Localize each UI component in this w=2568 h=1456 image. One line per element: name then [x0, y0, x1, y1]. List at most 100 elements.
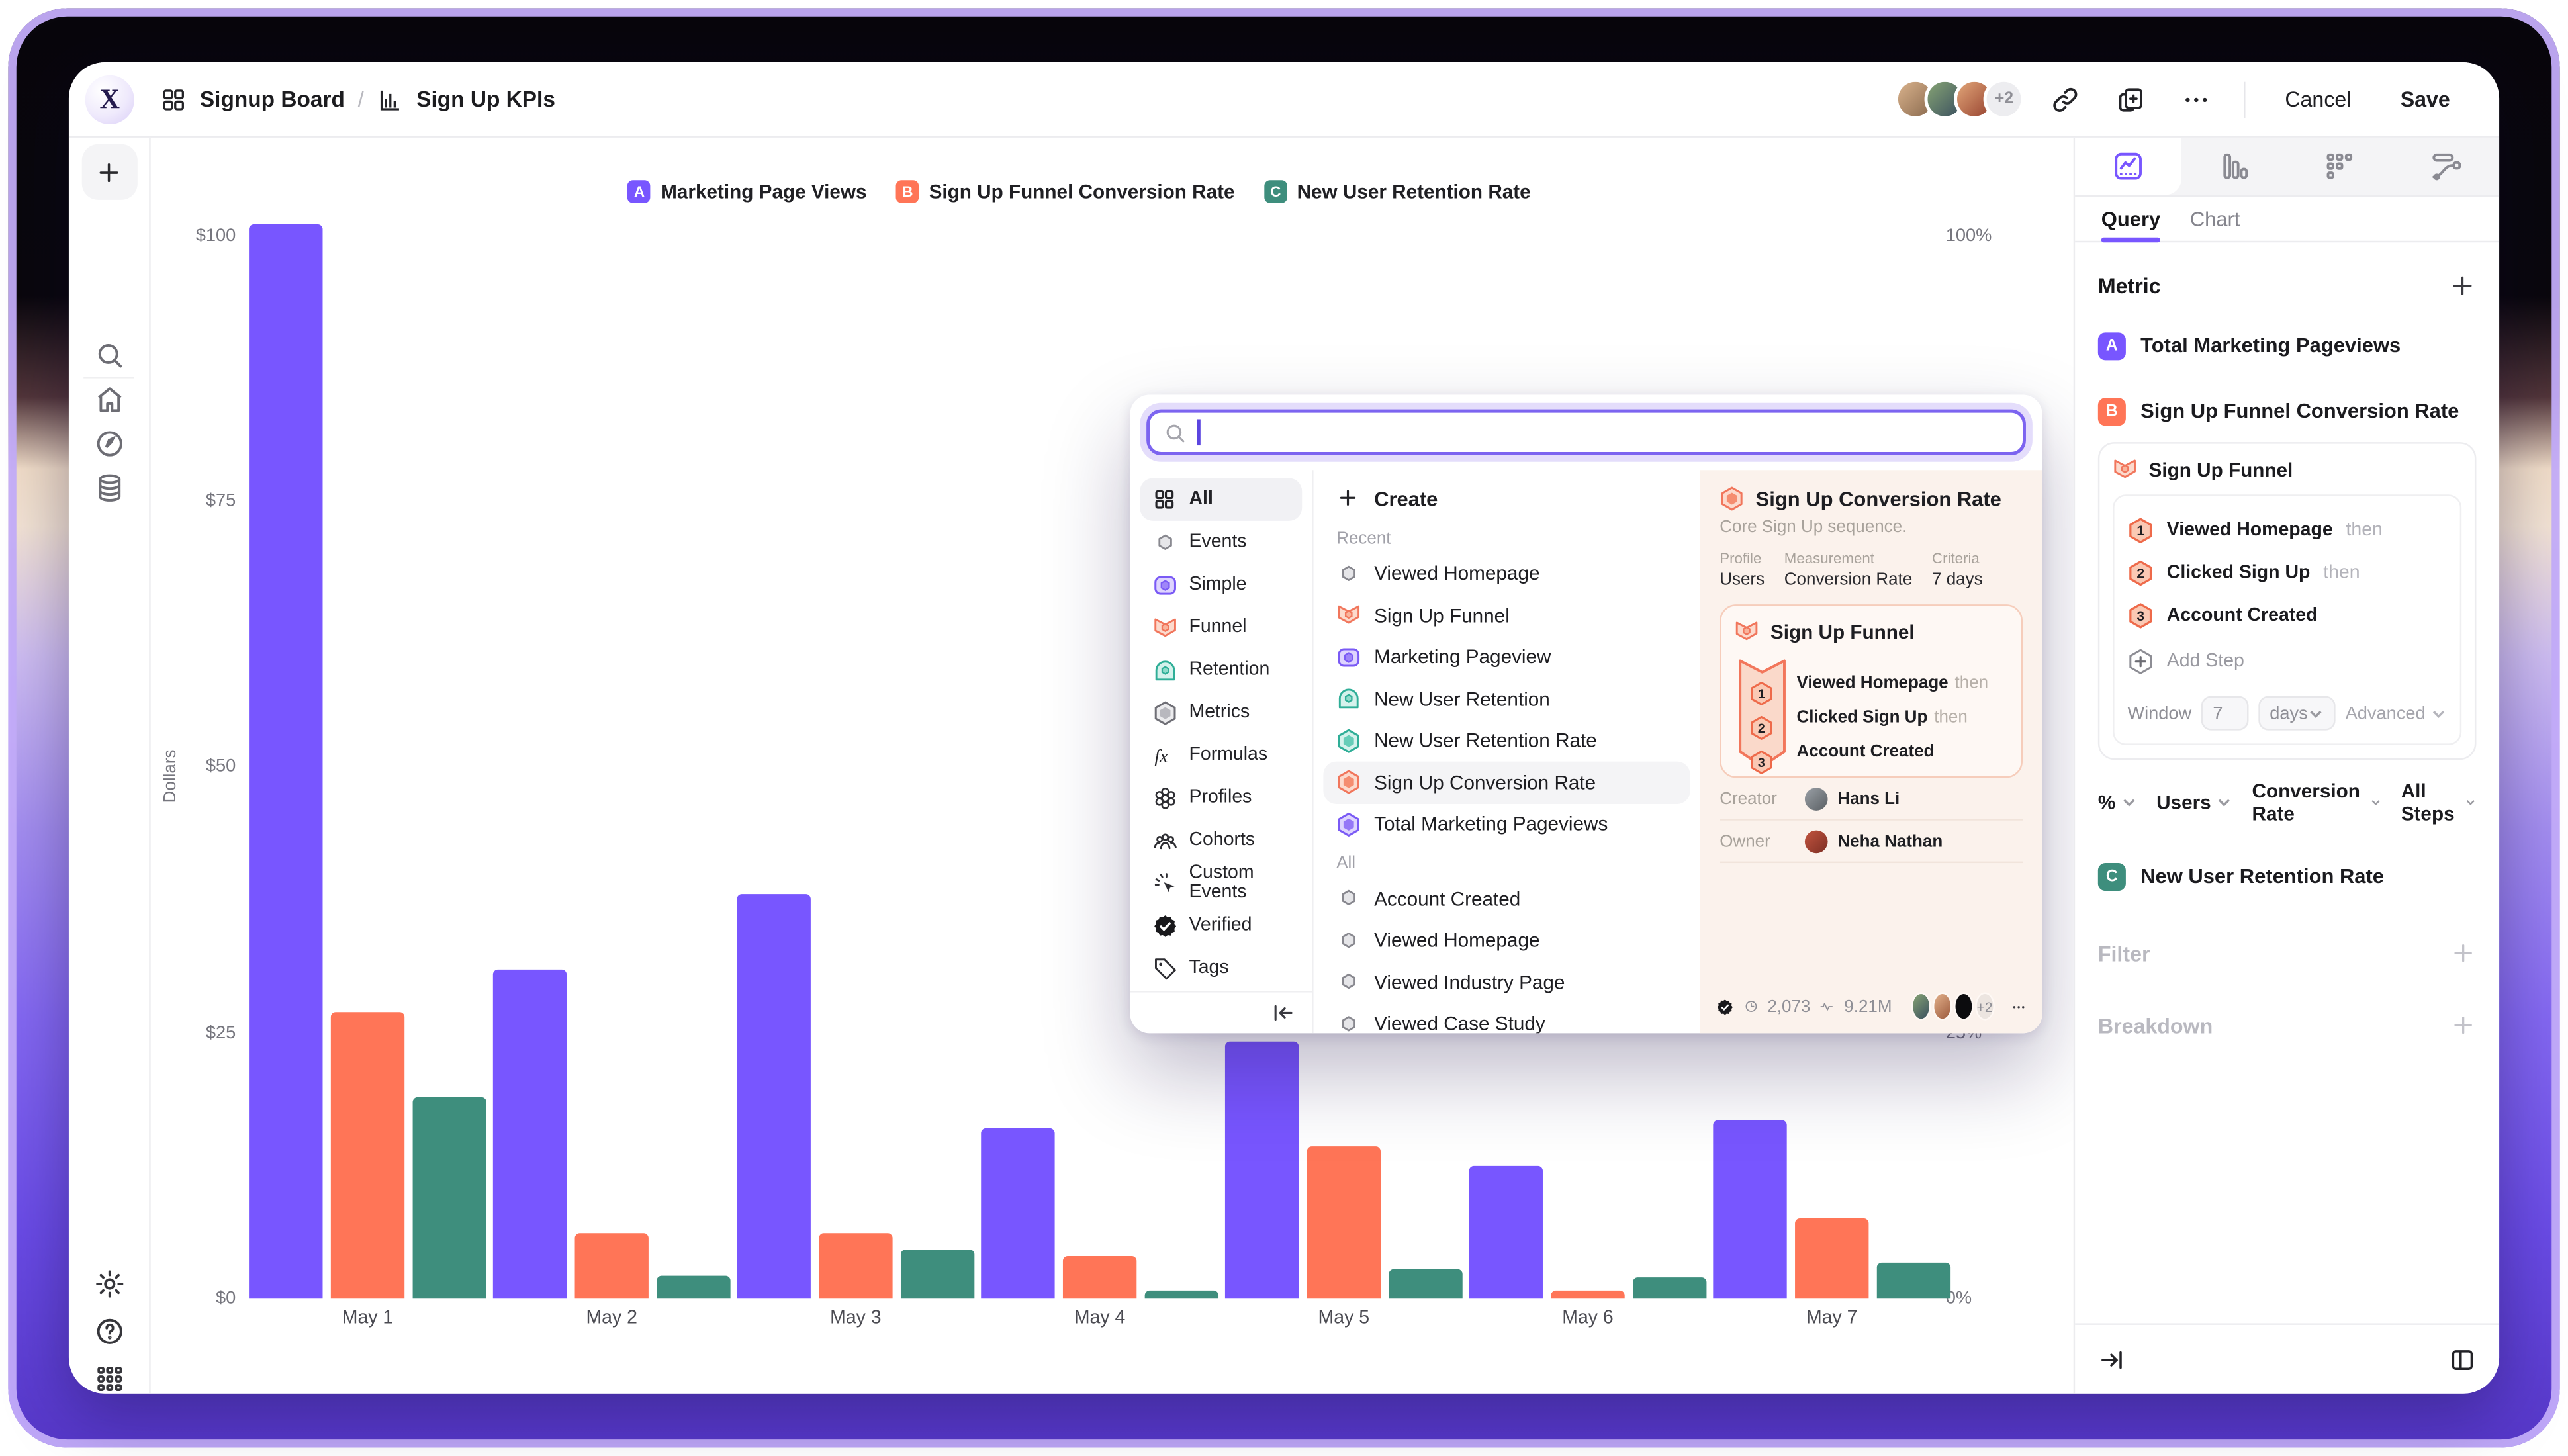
- settings-gear-icon[interactable]: [93, 1267, 125, 1300]
- tab-flow-chart[interactable]: [2393, 138, 2499, 195]
- metric-list-item[interactable]: Viewed Case Study: [1323, 1003, 1690, 1033]
- funnel-step-row[interactable]: 2 Clicked Sign Up then: [2127, 552, 2447, 594]
- create-metric-button[interactable]: Create: [1323, 478, 1690, 520]
- category-item-funnel[interactable]: Funnel: [1140, 606, 1302, 649]
- bar-a-may6[interactable]: [1469, 1165, 1543, 1299]
- legend-item[interactable]: A Marketing Page Views: [627, 180, 867, 203]
- bar-c-may1[interactable]: [412, 1096, 486, 1299]
- search-icon[interactable]: [93, 339, 125, 371]
- bar-b-may6[interactable]: [1551, 1290, 1625, 1299]
- detail-more-icon[interactable]: [2011, 995, 2026, 1018]
- metric-list-item[interactable]: New User Retention: [1323, 678, 1690, 719]
- apps-grid-icon[interactable]: [93, 1363, 124, 1394]
- bar-b-may3[interactable]: [819, 1232, 893, 1299]
- bar-a-may2[interactable]: [492, 969, 567, 1299]
- add-step-button[interactable]: Add Step: [2127, 641, 2447, 683]
- add-filter-button[interactable]: [2450, 940, 2477, 966]
- advanced-toggle[interactable]: Advanced: [2346, 704, 2447, 723]
- bar-b-may7[interactable]: [1795, 1218, 1869, 1299]
- bar-c-may5[interactable]: [1389, 1269, 1463, 1299]
- owner-name[interactable]: Neha Nathan: [1837, 831, 1943, 851]
- duplicate-icon[interactable]: [2107, 75, 2156, 124]
- legend-item[interactable]: C New User Retention Rate: [1264, 180, 1531, 203]
- home-icon[interactable]: [93, 383, 125, 416]
- funnel-config-title[interactable]: Sign Up Funnel: [2148, 457, 2293, 481]
- add-metric-button[interactable]: [2448, 271, 2476, 299]
- category-item-events[interactable]: Events: [1140, 521, 1302, 563]
- bar-a-may1[interactable]: [249, 224, 323, 1299]
- category-item-tags[interactable]: Tags: [1140, 946, 1302, 989]
- mixpanel-logo-icon[interactable]: X: [85, 74, 134, 124]
- viewer-avatar[interactable]: [1911, 992, 1931, 1021]
- metric-list-item[interactable]: New User Retention Rate: [1323, 720, 1690, 762]
- control-dropdown-all-steps[interactable]: All Steps: [2401, 780, 2477, 825]
- bar-b-may1[interactable]: [330, 1011, 405, 1299]
- bar-c-may4[interactable]: [1144, 1290, 1219, 1299]
- category-item-retention[interactable]: Retention: [1140, 649, 1302, 691]
- collapse-panel-icon[interactable]: [2098, 1345, 2126, 1373]
- creator-name[interactable]: Hans Li: [1837, 788, 1900, 809]
- collaborator-avatars[interactable]: +2: [1895, 78, 2025, 120]
- metric-list-item[interactable]: Sign Up Conversion Rate: [1323, 761, 1690, 803]
- metric-row-a[interactable]: A Total Marketing Pageviews: [2097, 324, 2477, 367]
- collapse-panel-footer[interactable]: [1130, 991, 1312, 1033]
- breadcrumb-board[interactable]: Signup Board: [199, 87, 345, 112]
- metric-list-item[interactable]: Marketing Pageview: [1323, 636, 1690, 678]
- share-link-icon[interactable]: [2041, 75, 2090, 124]
- legend-item[interactable]: B Sign Up Funnel Conversion Rate: [896, 180, 1235, 203]
- category-item-simple[interactable]: Simple: [1140, 563, 1302, 606]
- owner-avatar[interactable]: [1804, 829, 1828, 852]
- cancel-button[interactable]: Cancel: [2285, 87, 2352, 112]
- bar-a-may7[interactable]: [1713, 1120, 1787, 1299]
- category-item-all[interactable]: All: [1140, 478, 1303, 521]
- control-dropdown-conversion-rate[interactable]: Conversion Rate: [2252, 780, 2382, 825]
- metric-list-item[interactable]: Total Marketing Pageviews: [1323, 803, 1690, 845]
- category-item-custom-events[interactable]: Custom Events: [1140, 862, 1302, 904]
- data-management-icon[interactable]: [93, 472, 125, 504]
- bar-a-may5[interactable]: [1224, 1041, 1299, 1299]
- bar-c-may6[interactable]: [1633, 1277, 1707, 1299]
- category-item-cohorts[interactable]: Cohorts: [1140, 819, 1302, 861]
- avatar-overflow-badge[interactable]: +2: [1984, 78, 2025, 120]
- category-item-verified[interactable]: Verified: [1140, 904, 1302, 946]
- metric-list-item[interactable]: Viewed Homepage: [1323, 553, 1690, 594]
- metric-list-item[interactable]: Sign Up Funnel: [1323, 594, 1690, 636]
- bar-c-may7[interactable]: [1876, 1262, 1951, 1299]
- tab-metric-grid[interactable]: [2287, 138, 2393, 195]
- metric-list-item[interactable]: Account Created: [1323, 878, 1690, 919]
- bar-c-may2[interactable]: [657, 1275, 731, 1299]
- add-breakdown-button[interactable]: [2450, 1012, 2477, 1038]
- explore-compass-icon[interactable]: [93, 428, 125, 460]
- metric-row-c[interactable]: C New User Retention Rate: [2097, 855, 2477, 897]
- metric-row-b[interactable]: B Sign Up Funnel Conversion Rate: [2097, 390, 2477, 432]
- control-dropdown-%[interactable]: %: [2098, 791, 2137, 814]
- bar-b-may5[interactable]: [1307, 1146, 1381, 1299]
- viewer-overflow-badge[interactable]: +2: [1974, 992, 1995, 1021]
- breadcrumb-report[interactable]: Sign Up KPIs: [416, 87, 555, 112]
- metric-list-item[interactable]: Viewed Homepage: [1323, 919, 1690, 961]
- control-dropdown-users[interactable]: Users: [2156, 791, 2232, 814]
- save-button[interactable]: Save: [2400, 87, 2450, 112]
- bar-a-may4[interactable]: [981, 1128, 1055, 1299]
- funnel-step-row[interactable]: 3 Account Created: [2127, 594, 2447, 637]
- more-menu-icon[interactable]: [2172, 75, 2221, 124]
- creator-avatar[interactable]: [1804, 786, 1828, 810]
- bar-b-may2[interactable]: [574, 1232, 649, 1299]
- tab-query[interactable]: Query: [2101, 197, 2161, 243]
- tab-line-chart[interactable]: [2075, 137, 2181, 195]
- window-unit-select[interactable]: days: [2258, 696, 2336, 731]
- window-value-input[interactable]: 7: [2201, 696, 2249, 731]
- collapse-left-icon[interactable]: [1271, 1001, 1295, 1025]
- bar-a-may3[interactable]: [737, 894, 811, 1299]
- modal-search-input[interactable]: [1146, 409, 2026, 455]
- bar-b-may4[interactable]: [1062, 1256, 1137, 1299]
- funnel-step-row[interactable]: 1 Viewed Homepage then: [2127, 510, 2447, 552]
- layout-panel-icon[interactable]: [2448, 1345, 2476, 1373]
- viewer-avatar[interactable]: [1954, 992, 1974, 1021]
- help-icon[interactable]: [93, 1315, 125, 1347]
- tab-bar-chart[interactable]: [2181, 138, 2287, 195]
- viewer-avatar[interactable]: [1933, 992, 1952, 1021]
- category-item-profiles[interactable]: Profiles: [1140, 776, 1302, 819]
- category-item-formulas[interactable]: fx Formulas: [1140, 734, 1302, 776]
- bar-c-may3[interactable]: [900, 1250, 975, 1299]
